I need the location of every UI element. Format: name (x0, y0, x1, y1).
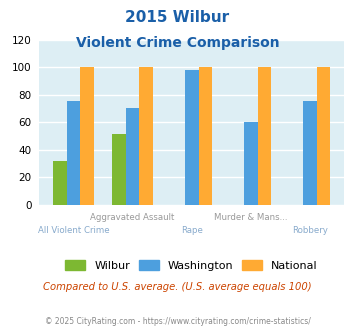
Text: 2015 Wilbur: 2015 Wilbur (125, 10, 230, 25)
Bar (139, 67, 153, 205)
Text: All Violent Crime: All Violent Crime (38, 226, 109, 235)
Text: © 2025 CityRating.com - https://www.cityrating.com/crime-statistics/: © 2025 CityRating.com - https://www.city… (45, 317, 310, 326)
Text: Rape: Rape (181, 226, 203, 235)
Bar (80, 67, 94, 205)
Bar (53, 161, 66, 205)
Bar (303, 102, 317, 205)
Bar (126, 108, 139, 205)
Bar (185, 70, 198, 205)
Text: Robbery: Robbery (292, 226, 328, 235)
Bar (317, 67, 331, 205)
Text: Compared to U.S. average. (U.S. average equals 100): Compared to U.S. average. (U.S. average … (43, 282, 312, 292)
Bar (112, 135, 126, 205)
Legend: Wilbur, Washington, National: Wilbur, Washington, National (65, 260, 318, 271)
Bar (258, 67, 271, 205)
Bar (66, 102, 80, 205)
Text: Aggravated Assault: Aggravated Assault (90, 213, 175, 222)
Text: Violent Crime Comparison: Violent Crime Comparison (76, 36, 279, 50)
Text: Murder & Mans...: Murder & Mans... (214, 213, 288, 222)
Bar (198, 67, 212, 205)
Bar (244, 122, 258, 205)
